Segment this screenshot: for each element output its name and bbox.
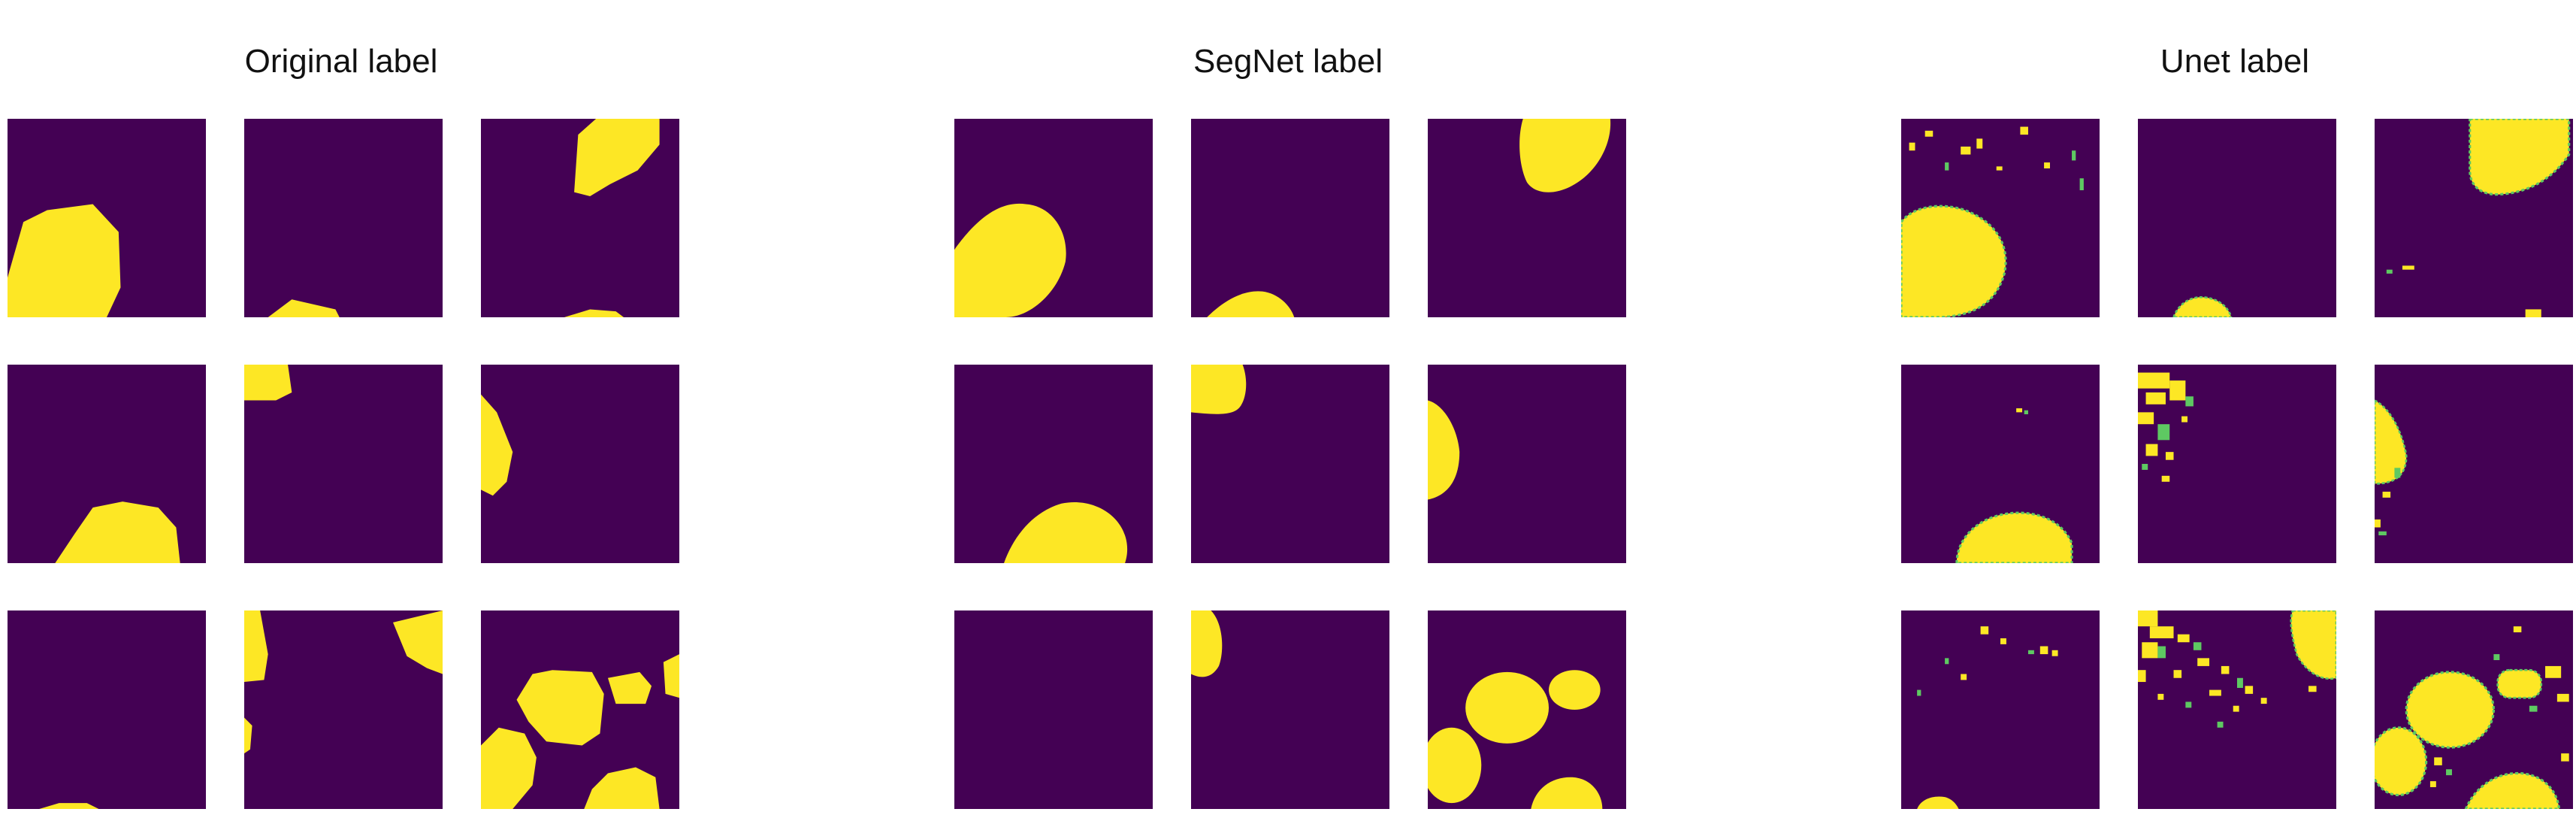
unet-label-tile-2 [2138,119,2336,317]
unet-label-tile-7 [1901,610,2100,809]
original-label-tile-1 [8,119,206,317]
original-label-tile-5 [244,365,443,563]
unet-label-tile-4 [1901,365,2100,563]
segnet-label-tile-4 [954,365,1153,563]
segnet-label-title: SegNet label [1063,39,1513,84]
original-label-title: Original label [116,39,567,84]
unet-label-tile-1 [1901,119,2100,317]
original-label-tile-3 [481,119,679,317]
segnet-label-tile-5 [1191,365,1389,563]
segnet-label-tile-1 [954,119,1153,317]
original-label-tile-8 [244,610,443,809]
original-label-tile-4 [8,365,206,563]
original-label-tile-6 [481,365,679,563]
unet-label-tile-8 [2138,610,2336,809]
unet-label-tile-9 [2375,610,2573,809]
segnet-label-tile-7 [954,610,1153,809]
segnet-label-tile-2 [1191,119,1389,317]
unet-label-title: Unet label [2009,39,2460,84]
unet-label-tile-5 [2138,365,2336,563]
segnet-label-tile-9 [1428,610,1626,809]
original-label-tile-2 [244,119,443,317]
original-label-tile-9 [481,610,679,809]
segnet-label-tile-8 [1191,610,1389,809]
unet-label-tile-6 [2375,365,2573,563]
segnet-label-tile-3 [1428,119,1626,317]
original-label-tile-7 [8,610,206,809]
segnet-label-tile-6 [1428,365,1626,563]
unet-label-tile-3 [2375,119,2573,317]
